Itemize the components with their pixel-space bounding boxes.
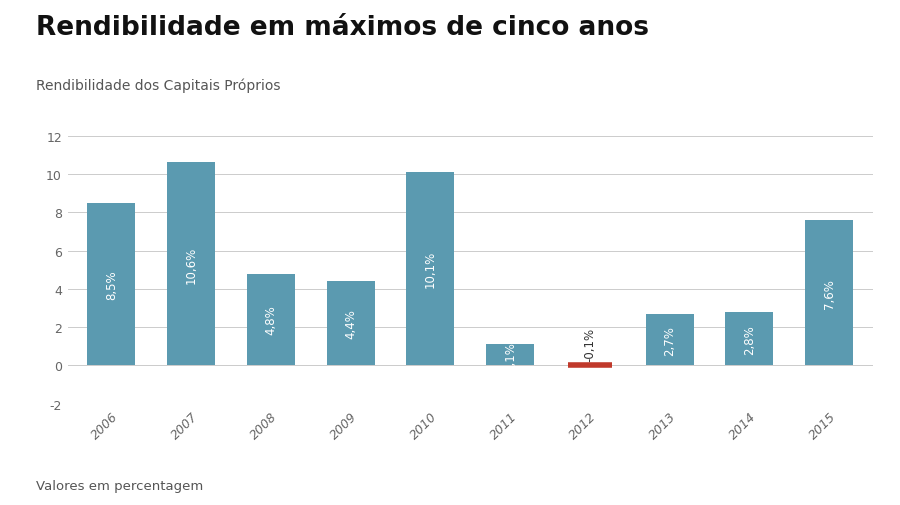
Text: 2,7%: 2,7% xyxy=(663,325,676,355)
Bar xyxy=(725,312,773,366)
Text: Rendibilidade em máximos de cinco anos: Rendibilidade em máximos de cinco anos xyxy=(36,15,649,41)
Text: 4,8%: 4,8% xyxy=(265,305,277,335)
Bar xyxy=(486,345,534,366)
Text: 8,5%: 8,5% xyxy=(105,270,118,299)
Bar xyxy=(806,221,853,366)
Bar xyxy=(407,173,454,366)
Bar xyxy=(327,282,374,366)
Text: 10,1%: 10,1% xyxy=(424,250,436,288)
Text: 1,1%: 1,1% xyxy=(504,340,517,370)
Bar xyxy=(247,274,295,366)
Text: 4,4%: 4,4% xyxy=(344,309,357,339)
Bar xyxy=(645,314,694,366)
Text: 10,6%: 10,6% xyxy=(184,246,198,283)
Text: 7,6%: 7,6% xyxy=(823,278,835,308)
Bar xyxy=(87,204,135,366)
Text: Valores em percentagem: Valores em percentagem xyxy=(36,479,203,492)
Text: -0,1%: -0,1% xyxy=(583,327,597,361)
Text: Rendibilidade dos Capitais Próprios: Rendibilidade dos Capitais Próprios xyxy=(36,78,281,93)
Bar xyxy=(167,163,215,366)
Text: 2,8%: 2,8% xyxy=(742,324,756,354)
